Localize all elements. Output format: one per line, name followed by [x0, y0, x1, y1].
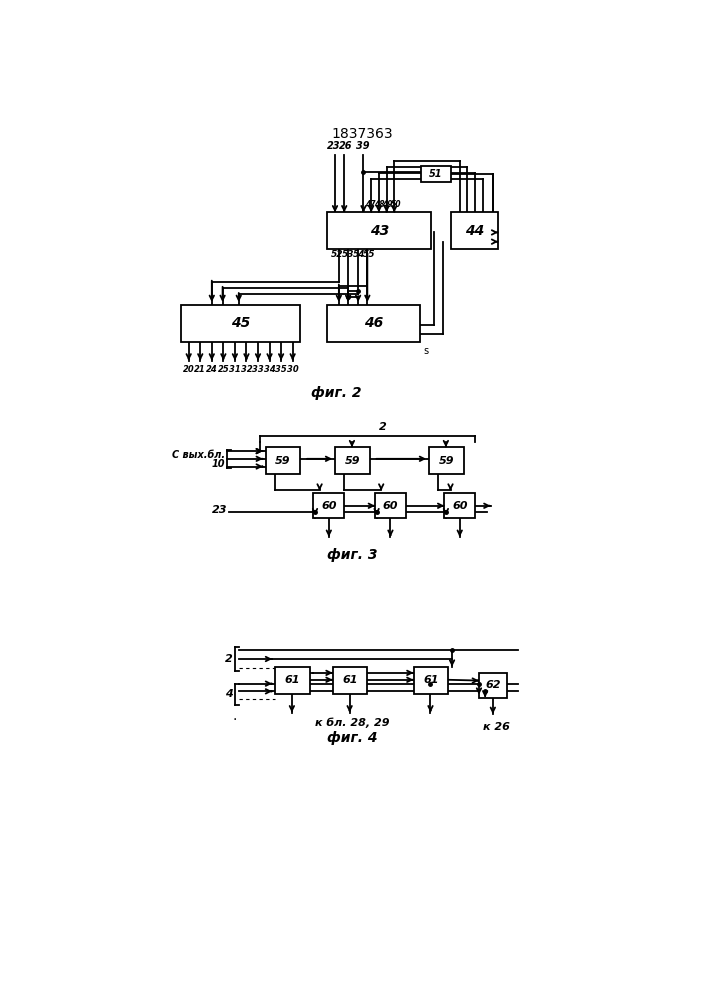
Bar — [275, 667, 310, 694]
Bar — [333, 667, 368, 694]
Text: 32: 32 — [240, 365, 252, 374]
Text: 60: 60 — [321, 501, 337, 511]
Text: 61: 61 — [284, 675, 300, 685]
Bar — [429, 447, 464, 474]
Text: 44: 44 — [464, 224, 484, 238]
Bar — [266, 447, 300, 474]
Text: 54: 54 — [353, 250, 365, 259]
Text: С вых.бл.: С вых.бл. — [172, 450, 225, 460]
Text: 23: 23 — [327, 141, 340, 151]
Text: 62: 62 — [485, 680, 501, 690]
Bar — [450, 212, 498, 249]
Bar — [327, 305, 420, 342]
Text: фиг. 4: фиг. 4 — [327, 731, 378, 745]
Text: фиг. 2: фиг. 2 — [311, 386, 362, 400]
Text: к бл. 28, 29: к бл. 28, 29 — [315, 718, 389, 728]
Text: 25: 25 — [218, 365, 229, 374]
Text: 53: 53 — [342, 250, 354, 259]
Text: фиг. 3: фиг. 3 — [327, 548, 378, 562]
Bar — [444, 493, 475, 518]
Text: 24: 24 — [206, 365, 218, 374]
Text: 50: 50 — [392, 200, 402, 209]
Text: 10: 10 — [211, 459, 225, 469]
Bar — [313, 493, 344, 518]
Text: 4: 4 — [225, 689, 233, 699]
Text: к 26: к 26 — [484, 722, 510, 732]
Text: 34: 34 — [264, 365, 276, 374]
Text: 1837363: 1837363 — [331, 127, 393, 141]
Text: 20: 20 — [183, 365, 194, 374]
Text: 47: 47 — [366, 200, 375, 209]
Text: 23: 23 — [211, 505, 227, 515]
Bar — [479, 673, 507, 698]
Text: 30: 30 — [287, 365, 298, 374]
Text: 55: 55 — [363, 250, 375, 259]
Bar — [421, 166, 450, 182]
Text: 59: 59 — [438, 456, 454, 466]
Text: 60: 60 — [452, 501, 467, 511]
Text: 2: 2 — [225, 654, 233, 664]
Text: s: s — [423, 346, 428, 356]
Text: 46: 46 — [364, 316, 383, 330]
Text: 43: 43 — [370, 224, 389, 238]
Text: 45: 45 — [231, 316, 250, 330]
Text: 39: 39 — [356, 141, 370, 151]
Text: 61: 61 — [423, 675, 438, 685]
Text: 51: 51 — [429, 169, 443, 179]
Text: 26: 26 — [339, 141, 353, 151]
Bar — [181, 305, 300, 342]
Text: 33: 33 — [252, 365, 264, 374]
Text: 52: 52 — [331, 250, 344, 259]
Text: 59: 59 — [275, 456, 291, 466]
Bar — [414, 667, 448, 694]
Text: 49: 49 — [382, 200, 392, 209]
Bar — [335, 447, 370, 474]
Text: 31: 31 — [229, 365, 241, 374]
Text: 60: 60 — [382, 501, 398, 511]
Text: 61: 61 — [342, 675, 358, 685]
Bar — [327, 212, 431, 249]
Bar — [375, 493, 406, 518]
Text: 2: 2 — [379, 422, 387, 432]
Text: 35: 35 — [275, 365, 287, 374]
Text: .: . — [233, 709, 237, 723]
Text: 21: 21 — [194, 365, 206, 374]
Text: 48: 48 — [375, 200, 385, 209]
Text: 59: 59 — [344, 456, 360, 466]
